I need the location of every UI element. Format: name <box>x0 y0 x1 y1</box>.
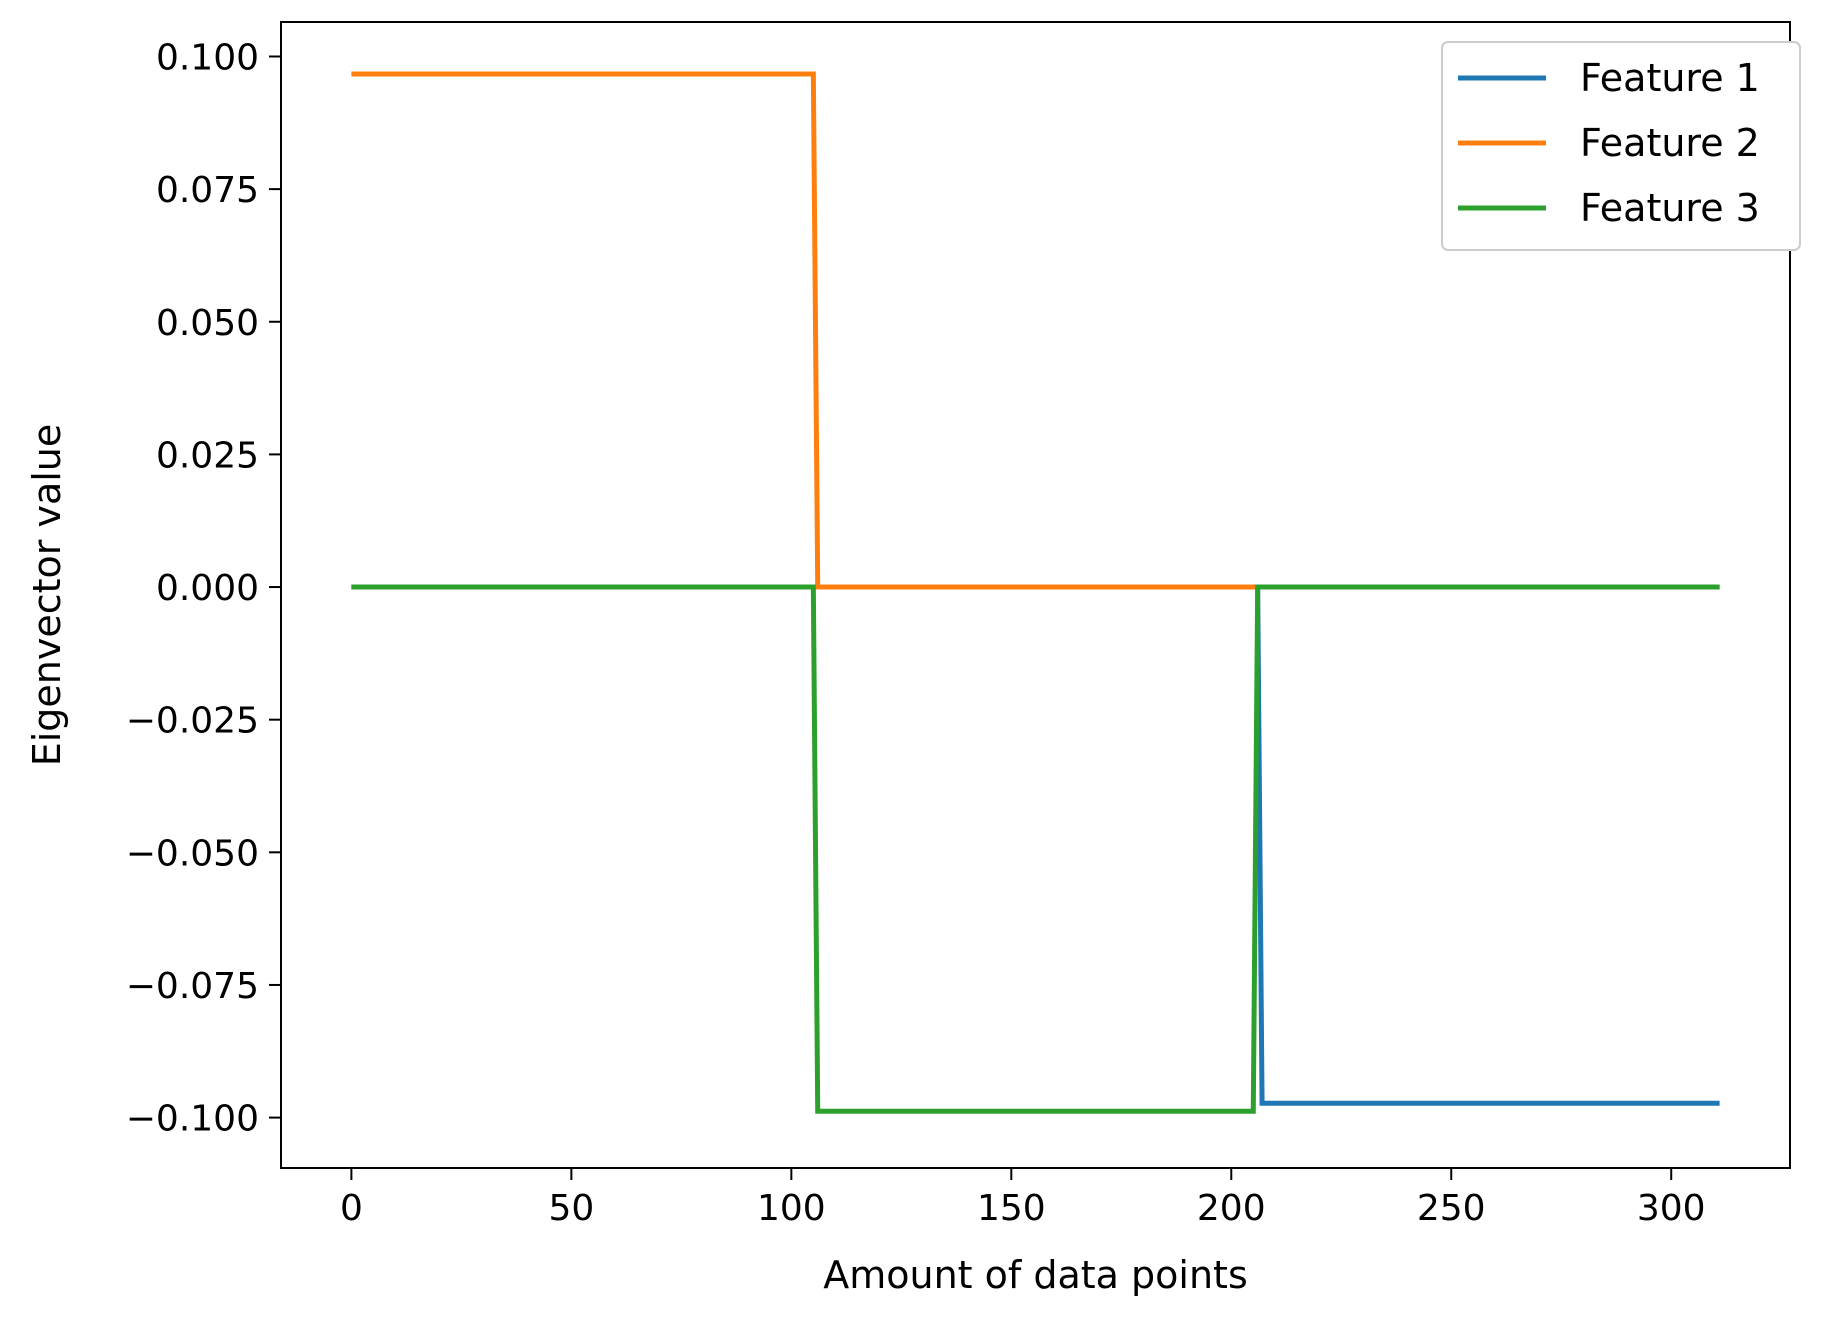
x-tick-label: 300 <box>1637 1188 1706 1229</box>
x-tick-label: 50 <box>548 1188 594 1229</box>
x-axis-title: Amount of data points <box>823 1253 1248 1297</box>
plot-frame <box>280 21 1791 1169</box>
x-tick-label: 250 <box>1417 1188 1486 1229</box>
x-tick-label: 0 <box>340 1188 363 1229</box>
legend-label-3: Feature 3 <box>1580 186 1760 230</box>
x-tick-label: 150 <box>977 1188 1046 1229</box>
y-tick-label: −0.025 <box>126 701 259 742</box>
x-tick-label: 200 <box>1197 1188 1266 1229</box>
y-tick-label: 0.075 <box>156 170 259 211</box>
y-axis: 0.100 0.075 0.050 0.025 0.000 −0.025 −0.050 −0.… <box>126 37 281 1140</box>
y-tick-label: −0.050 <box>126 833 259 874</box>
y-tick-label: −0.100 <box>126 1099 259 1140</box>
series-line-3 <box>351 584 1720 1114</box>
legend-box <box>1441 41 1801 251</box>
y-tick-label: 0.050 <box>156 303 259 344</box>
y-tick-label: 0.100 <box>156 37 259 78</box>
series-layer <box>351 71 1720 1114</box>
y-axis-title: Eigenvector value <box>25 424 69 767</box>
legend-label-2: Feature 2 <box>1580 121 1760 165</box>
y-tick-label: 0.025 <box>156 435 259 476</box>
y-tick-label: −0.075 <box>126 966 259 1007</box>
x-axis: 0 50 100 150 200 250 300 <box>340 1168 1706 1229</box>
legend-label-1: Feature 1 <box>1580 56 1760 100</box>
y-tick-label: 0.000 <box>156 568 259 609</box>
legend: Feature 1 Feature 2 Feature 3 <box>1441 41 1801 251</box>
x-tick-label: 100 <box>757 1188 826 1229</box>
